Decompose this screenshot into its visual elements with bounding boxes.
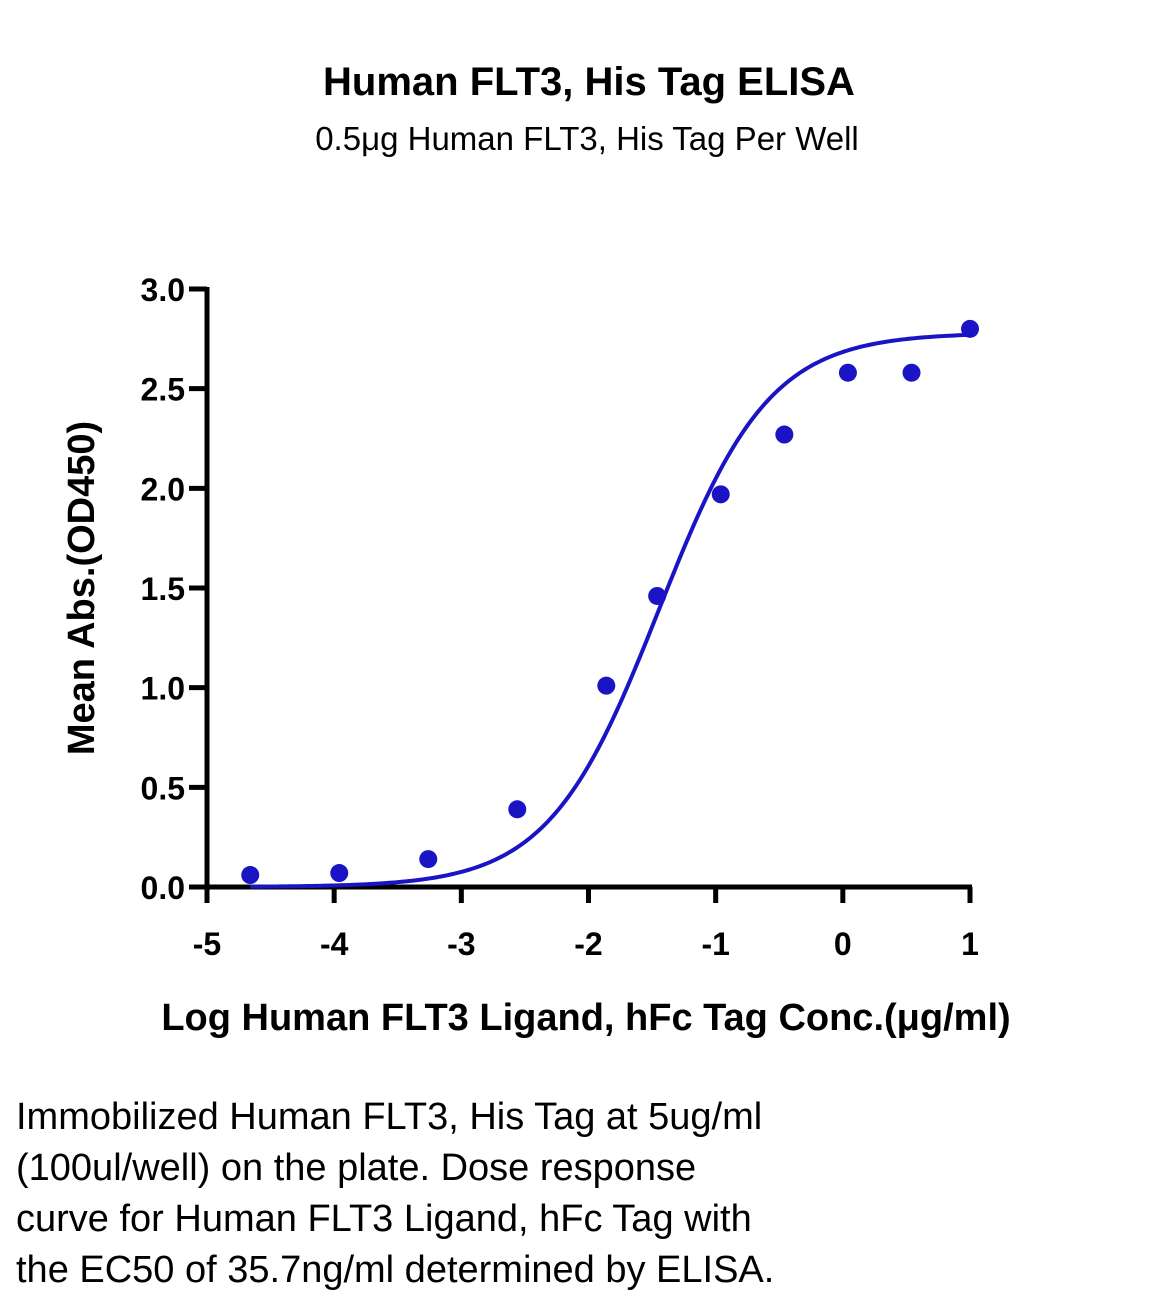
data-point [711,485,730,504]
caption-line: curve for Human FLT3 Ligand, hFc Tag wit… [16,1198,752,1240]
chart-subtitle: 0.5μg Human FLT3, His Tag Per Well [315,120,859,157]
data-point [597,676,616,695]
x-tick-label: -2 [574,926,602,962]
data-point [241,866,260,885]
fit-curve-layer [250,332,971,889]
y-tick-label: 0.0 [141,870,185,906]
data-point [961,319,979,338]
x-tick-label: 0 [834,926,852,962]
figure-caption: Immobilized Human FLT3, His Tag at 5ug/m… [16,1092,1136,1296]
y-axis-ticks: 0.0 0.5 1.0 1.5 2.0 2.5 3.0 [141,272,207,906]
x-tick-label: -1 [701,926,729,962]
y-tick-label: 1.5 [141,571,185,607]
data-point [648,586,667,605]
data-point [775,425,794,444]
y-tick-label: 3.0 [141,272,185,308]
y-tick-label: 2.0 [141,471,185,507]
x-tick-label: -3 [447,926,475,962]
y-axis-title: Mean Abs.(OD450) [61,421,103,755]
x-tick-label: 1 [961,926,979,962]
caption-line: (100ul/well) on the plate. Dose response [16,1147,697,1189]
y-tick-label: 1.0 [141,671,185,707]
elisa-chart: Human FLT3, His Tag ELISA 0.5μg Human FL… [61,60,1011,1039]
axes [204,287,972,890]
data-point [902,363,921,382]
caption-line: the EC50 of 35.7ng/ml determined by ELIS… [16,1249,775,1291]
data-points [241,319,979,885]
x-tick-label: -5 [193,926,221,962]
chart-title: Human FLT3, His Tag ELISA [323,60,855,104]
data-point [330,864,349,883]
y-tick-label: 0.5 [141,770,185,806]
data-point [838,363,857,382]
x-axis-title: Log Human FLT3 Ligand, hFc Tag Conc.(μg/… [161,997,1010,1039]
fit-curve [250,332,971,889]
data-point [508,800,527,819]
x-axis-ticks: -5 -4 -3 -2 -1 0 1 [193,887,979,962]
x-tick-label: -4 [320,926,349,962]
y-tick-label: 2.5 [141,372,185,408]
data-point [419,850,438,869]
caption-line: Immobilized Human FLT3, His Tag at 5ug/m… [16,1096,763,1138]
